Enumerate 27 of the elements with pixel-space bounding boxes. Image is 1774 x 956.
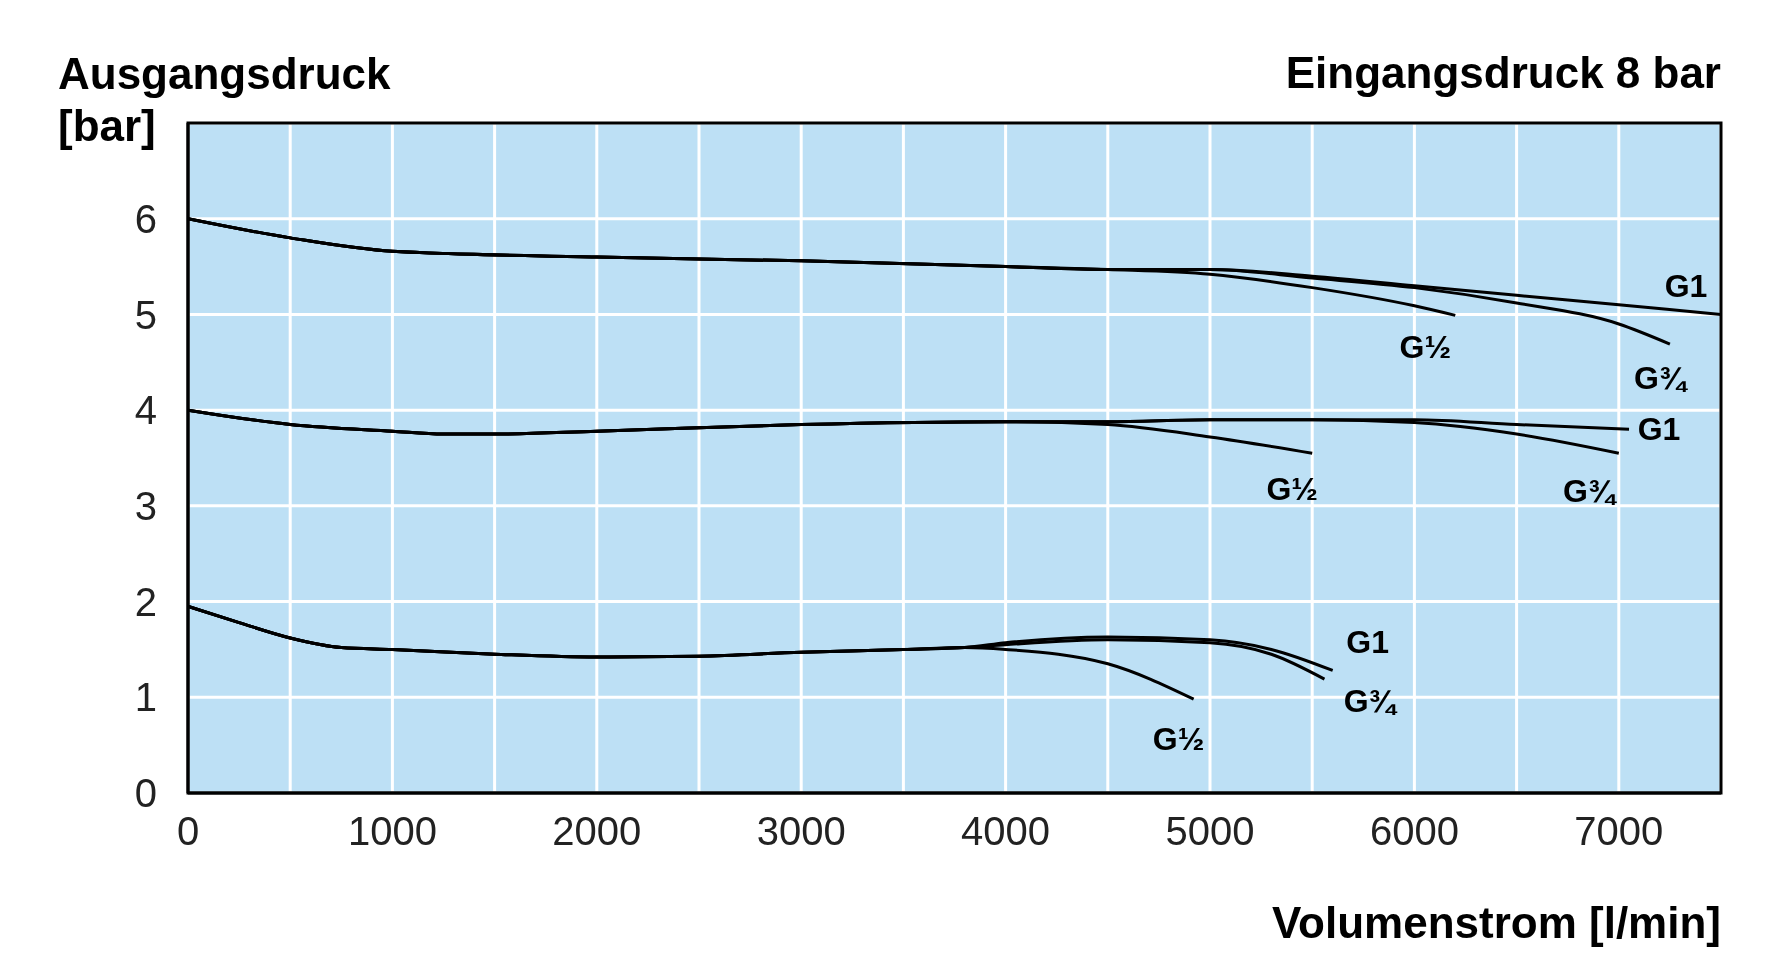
- series-label: G¾: [1343, 683, 1398, 720]
- x-tick-label: 1000: [347, 809, 437, 854]
- y-tick-label: 0: [134, 771, 157, 816]
- x-tick-label: 0: [176, 809, 200, 854]
- series-label: G1: [1637, 411, 1681, 448]
- x-tick-label: 3000: [756, 809, 846, 854]
- y-tick-label: 5: [134, 292, 157, 337]
- y-tick-label: 3: [134, 484, 157, 529]
- series-label: G½: [1399, 329, 1452, 366]
- x-tick-label: 7000: [1574, 809, 1664, 854]
- chart-title: Eingangsdruck 8 bar: [1285, 48, 1721, 98]
- series-label: G¾: [1634, 360, 1688, 397]
- series-label: G1: [1664, 268, 1708, 305]
- y-tick-label: 6: [134, 196, 157, 241]
- series-label: G½: [1152, 721, 1205, 758]
- y-tick-label: 4: [134, 388, 157, 433]
- y-tick-label: 2: [134, 579, 157, 624]
- series-label: G1: [1346, 624, 1389, 661]
- series-label: G½: [1266, 471, 1318, 508]
- x-tick-label: 2000: [552, 809, 642, 854]
- x-tick-label: 4000: [961, 809, 1051, 854]
- series-label: G¾: [1563, 473, 1617, 510]
- y-axis-title: Ausgangsdruck [bar]: [58, 48, 391, 152]
- x-axis-title: Volumenstrom [l/min]: [1272, 898, 1721, 948]
- x-tick-label: 6000: [1369, 809, 1459, 854]
- x-tick-label: 5000: [1165, 809, 1255, 854]
- y-tick-label: 1: [134, 675, 157, 720]
